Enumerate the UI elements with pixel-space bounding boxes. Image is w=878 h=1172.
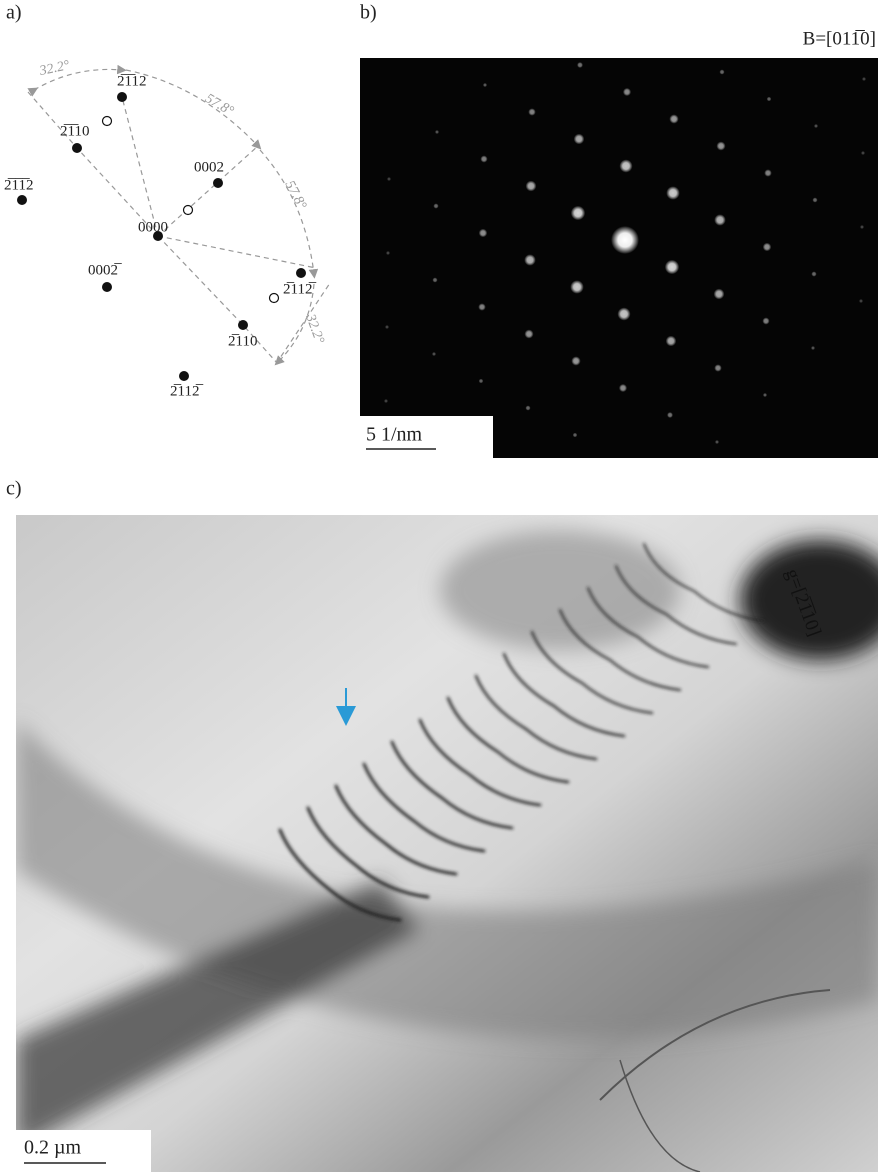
spot	[577, 62, 583, 68]
spot	[859, 299, 863, 303]
spot	[669, 114, 678, 123]
spot-label: 2̅1̅12	[117, 73, 146, 89]
spot	[719, 69, 724, 74]
angle-label: 57.8°	[282, 178, 310, 212]
zone-axis-label: B=[011̅0]	[803, 28, 876, 49]
spot-label: 2̅110	[228, 333, 257, 349]
angle-label: 32.2°	[302, 311, 327, 346]
spot	[861, 151, 865, 155]
spot-label: 0002̅	[88, 262, 122, 278]
spot	[814, 124, 818, 128]
spot	[811, 271, 816, 276]
panel-label: b)	[360, 2, 377, 24]
spot	[528, 108, 535, 115]
spot	[525, 405, 530, 410]
spot	[524, 254, 536, 266]
spot	[478, 303, 485, 310]
diffraction-diagram: 2̅1̅12 2̅1̅10 2̅1̅1̅2 0002 0000 0002̅ 2̅…	[4, 58, 330, 399]
spot-label: 2̅112̅	[283, 281, 316, 297]
spot	[767, 97, 772, 102]
scale-bar-label: 5 1/nm	[366, 424, 423, 446]
spot	[385, 325, 389, 329]
spot	[573, 433, 578, 438]
spot	[667, 412, 673, 418]
spot	[714, 289, 725, 300]
spot	[619, 159, 632, 172]
spot	[526, 181, 537, 192]
spot	[764, 169, 771, 176]
spot	[763, 243, 772, 252]
spot-label: 2̅1̅10	[60, 123, 89, 139]
diffraction-image	[360, 58, 878, 458]
spot	[574, 134, 585, 145]
spot	[480, 155, 487, 162]
panel-label: a)	[6, 2, 22, 24]
spot-label: 0000	[138, 219, 168, 235]
spot-label: 2̅1̅1̅2	[4, 177, 33, 193]
spot	[666, 186, 680, 200]
spot	[860, 225, 864, 229]
angle-label: 32.2°	[37, 58, 71, 79]
spot	[435, 130, 439, 134]
spot	[570, 280, 584, 294]
spot	[432, 277, 437, 282]
spot	[479, 379, 484, 384]
spot	[714, 214, 726, 226]
spot	[763, 393, 767, 397]
spot	[433, 203, 438, 208]
spot-label: 0002	[194, 159, 224, 175]
spot	[714, 364, 721, 371]
spot	[617, 307, 630, 320]
spot	[666, 336, 677, 347]
spot	[384, 399, 388, 403]
spot	[811, 346, 815, 350]
spot	[619, 384, 627, 392]
angle-label: 57.8°	[202, 91, 236, 119]
spot	[716, 141, 725, 150]
spot	[571, 356, 580, 365]
spot	[665, 260, 679, 274]
spot	[862, 77, 866, 81]
spot	[386, 251, 390, 255]
panel-label: c)	[6, 478, 22, 500]
spot	[623, 88, 631, 96]
spot	[571, 206, 585, 220]
spot-label: 2̅112̅	[170, 383, 203, 399]
spot	[483, 83, 487, 87]
spot	[432, 352, 436, 356]
spot	[715, 440, 719, 444]
scale-bar-label: 0.2 µm	[24, 1137, 82, 1159]
spot	[611, 226, 639, 254]
figure: a) b) c) 2̅1̅12 2̅1̅10 2̅1̅1̅2 0002 0000…	[0, 0, 878, 1172]
micrograph: g=[2̅1̅10]	[16, 515, 878, 1172]
spot	[479, 229, 488, 238]
spot	[812, 197, 817, 202]
spot	[762, 317, 769, 324]
spot	[387, 177, 391, 181]
spot	[524, 329, 533, 338]
